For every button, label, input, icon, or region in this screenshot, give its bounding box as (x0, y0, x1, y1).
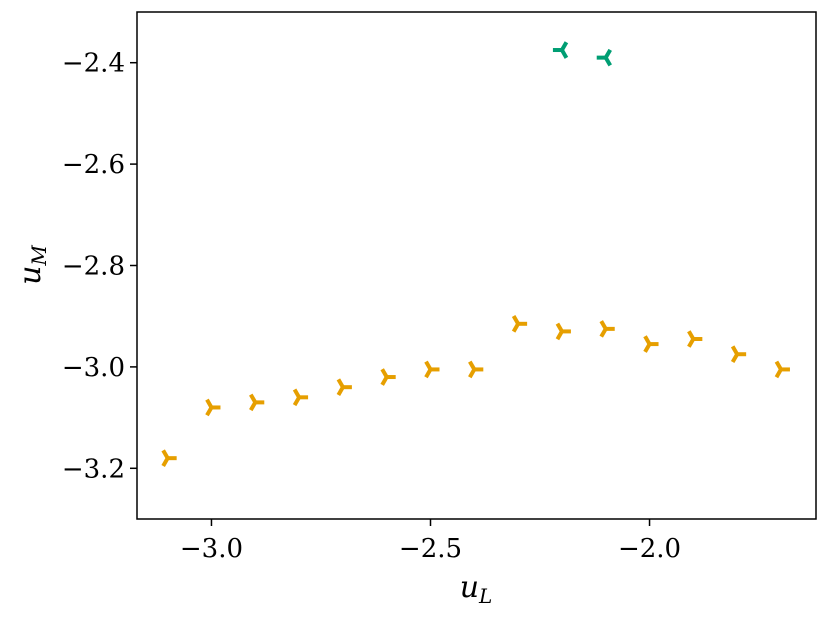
data-point (687, 330, 703, 348)
plot-background (137, 12, 816, 519)
data-point (161, 449, 177, 467)
x-axis-label: uL (460, 570, 493, 608)
x-axis-ticks: −3.0 −2.5 −2.0 (180, 519, 681, 564)
y-axis-label-sub: M (27, 245, 51, 267)
data-point (774, 360, 790, 379)
data-point (292, 388, 309, 407)
data-marks (161, 41, 790, 467)
data-point (424, 360, 440, 379)
y-axis-ticks: −3.2 −3.0 −2.8 −2.6 −2.4 (62, 49, 137, 484)
y-tick-label: −2.8 (62, 252, 125, 282)
y-tick-label: −3.0 (62, 353, 125, 383)
x-tick-label: −2.0 (618, 534, 681, 564)
data-point (555, 322, 571, 341)
y-tick-label: −3.2 (62, 454, 125, 484)
data-point (511, 315, 528, 333)
data-point (730, 345, 747, 364)
data-point (596, 48, 612, 67)
data-point (552, 41, 569, 59)
x-tick-label: −3.0 (180, 534, 243, 564)
data-point (599, 320, 615, 338)
data-point (336, 378, 352, 396)
x-axis-label-sub: L (478, 584, 492, 608)
data-point (205, 398, 221, 417)
y-tick-label: −2.6 (62, 150, 125, 180)
y-tick-label: −2.4 (62, 49, 125, 79)
data-point (249, 393, 265, 412)
x-axis-label-main: u (460, 570, 479, 605)
data-point (643, 335, 659, 353)
x-tick-label: −2.5 (399, 534, 462, 564)
y-axis-label: uM (13, 245, 51, 285)
y-axis-label-main: u (13, 266, 48, 285)
data-point (468, 360, 484, 379)
data-point (380, 368, 396, 386)
